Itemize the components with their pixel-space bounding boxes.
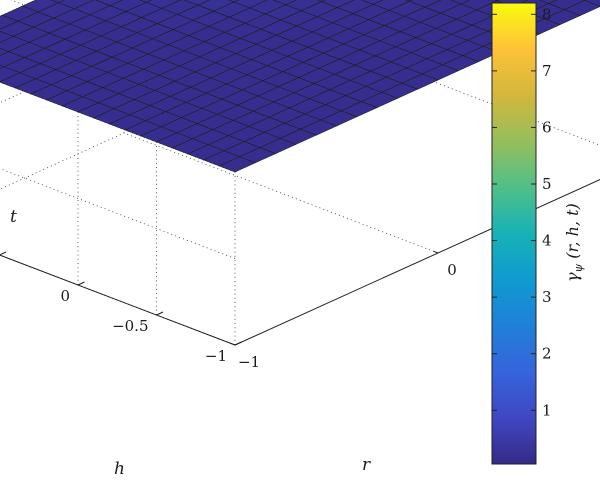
surface-cell xyxy=(227,0,239,3)
colorbar-ticks: 1 2 3 4 5 6 7 8 xyxy=(492,5,552,419)
h-tick-label: 0 xyxy=(60,287,70,305)
surface-cell xyxy=(139,0,153,3)
colorbar-gradient xyxy=(491,2,537,465)
x-axis-label: r xyxy=(362,455,371,475)
colorbar-tick-label: 5 xyxy=(542,175,552,193)
h-tick-mark xyxy=(0,251,7,256)
surface-cell xyxy=(538,0,558,4)
wall-gridline-r xyxy=(326,0,600,146)
r-tick-label: −1 xyxy=(238,353,260,371)
colorbar-label: γψ (r, h, t) xyxy=(563,203,585,282)
colorbar-tick-label: 6 xyxy=(542,118,552,136)
r-tick-mark xyxy=(230,342,236,346)
tick-labels: −1−0.500.511.5−1−0.500.51−101 xyxy=(0,250,457,371)
surface-cell xyxy=(316,0,326,2)
h-tick-mark xyxy=(234,341,242,346)
h-tick-label: −1 xyxy=(205,347,227,365)
wall-gridline-r xyxy=(123,0,439,254)
h-tick-mark xyxy=(77,281,85,286)
colorbar-tick-label: 8 xyxy=(542,5,552,23)
colorbar-tick-label: 1 xyxy=(542,401,552,419)
surface-cell xyxy=(0,64,5,69)
colorbar-tick-label: 3 xyxy=(542,288,552,306)
colorbar: 1 2 3 4 5 6 7 8 γψ (r, h, t) xyxy=(491,2,585,465)
colorbar-tick-label: 2 xyxy=(542,345,552,363)
h-tick-mark xyxy=(156,311,164,316)
surface-cell xyxy=(218,156,257,173)
y-axis-label: h xyxy=(114,459,125,479)
h-tick-label: −0.5 xyxy=(112,317,148,335)
r-tick-label: 0 xyxy=(447,261,457,279)
r-tick-mark xyxy=(433,250,439,254)
colorbar-tick-label: 7 xyxy=(542,62,552,80)
surface-cell xyxy=(50,0,66,4)
z-axis-label: t xyxy=(10,207,17,227)
colorbar-tick-label: 4 xyxy=(542,232,552,250)
